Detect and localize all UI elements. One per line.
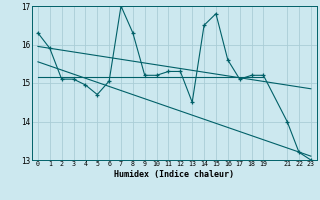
X-axis label: Humidex (Indice chaleur): Humidex (Indice chaleur) xyxy=(115,170,234,179)
